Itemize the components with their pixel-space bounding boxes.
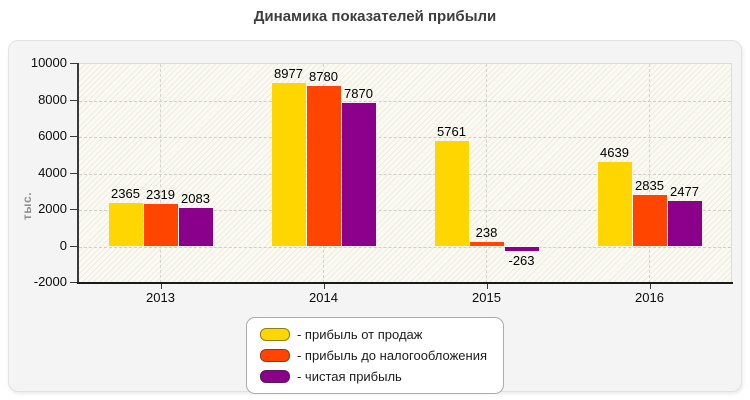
bar-2016-series-1 [632,194,667,247]
x-tick-mark-2015 [486,284,488,289]
legend-label-0: - прибыль от продаж [296,327,423,342]
y-axis-line [77,63,79,284]
y-tick-label-4000: 4000 [38,164,67,180]
legend-item-1: - прибыль до налогообложения [259,348,488,363]
bar-value-2013-series-2: 2083 [181,191,210,207]
bar-2015-series-1 [469,242,504,247]
bar-2016-series-2 [667,201,702,247]
bar-2013-series-2 [178,208,213,247]
bar-value-2015-series-2: -263 [508,253,535,269]
legend: - прибыль от продаж - прибыль до налогооб… [245,317,505,394]
bar-value-2014-series-2: 7870 [344,85,373,101]
bar-value-2015-series-0: 5761 [437,124,466,140]
bar-2015-series-2 [504,246,539,252]
bar-2014-series-1 [306,86,341,247]
y-tick-label-10000: 10000 [30,55,67,70]
x-tick-mark-2014 [323,284,325,289]
bar-value-2013-series-0: 2365 [111,186,140,202]
gridline-v-2016 [649,64,650,283]
chart-title: Динамика показателей прибыли [253,8,497,25]
legend-swatch-2 [259,370,290,383]
y-tick-mark--2000 [70,282,77,283]
x-axis-line [77,282,733,284]
gridline-v-2015 [486,64,487,283]
legend-label-2: - чистая прибыль [296,369,402,384]
legend-label-1: - прибыль до налогообложения [296,348,488,363]
plot-area: 2365 2319 2083 8977 8780 7870 5761 238 -263 4639 2… [79,63,732,283]
x-tick-label-2013: 2013 [146,290,175,305]
gridline-h-2000 [79,210,731,211]
x-tick-label-2014: 2014 [309,290,338,305]
legend-item-0: - прибыль от продаж [259,327,487,342]
legend-rows: - прибыль от продаж - прибыль до налогооб… [259,327,488,384]
bar-2015-series-0 [434,141,469,247]
y-tick-label-2000: 2000 [38,201,67,216]
x-tick-mark-2016 [649,284,651,289]
y-tick-label-6000: 6000 [38,128,67,143]
y-tick-label--2000: -2000 [33,274,67,289]
gridline-h-8000 [79,100,731,102]
gridline-h-6000 [79,137,731,138]
bar-value-2016-series-1: 2835 [635,177,664,193]
y-tick-mark-4000 [70,172,77,174]
y-tick-mark-6000 [70,136,77,137]
bar-value-2015-series-1: 238 [475,225,498,241]
gridline-h-4000 [79,173,731,175]
bar-value-2014-series-1: 8780 [309,69,338,85]
bar-2013-series-0 [108,203,143,247]
bar-2014-series-0 [271,82,306,247]
bar-2013-series-1 [143,204,178,247]
y-tick-label-0: 0 [59,237,67,253]
legend-swatch-0 [259,328,290,341]
gridline-h-0 [79,246,731,248]
gridline-v-2013 [160,64,161,283]
x-tick-mark-2013 [160,284,162,289]
x-tick-label-2015: 2015 [472,290,501,305]
y-tick-mark-8000 [70,99,77,101]
y-tick-mark-10000 [70,63,77,64]
legend-swatch-1 [259,349,290,362]
bar-value-2016-series-0: 4639 [600,144,629,160]
bar-value-2016-series-2: 2477 [670,184,699,200]
bar-2014-series-2 [341,102,376,247]
legend-item-2: - чистая прибыль [259,369,487,384]
bar-value-2014-series-0: 8977 [274,65,303,81]
chart-panel: тыс. 2365 2319 2083 8977 8780 7870 5761 238 -263… [8,40,742,394]
y-tick-mark-0 [70,245,77,247]
y-tick-label-8000: 8000 [38,91,67,107]
y-tick-mark-2000 [70,209,77,210]
x-tick-label-2016: 2016 [635,290,664,305]
bar-value-2013-series-1: 2319 [146,187,175,203]
bar-2016-series-0 [597,161,632,247]
